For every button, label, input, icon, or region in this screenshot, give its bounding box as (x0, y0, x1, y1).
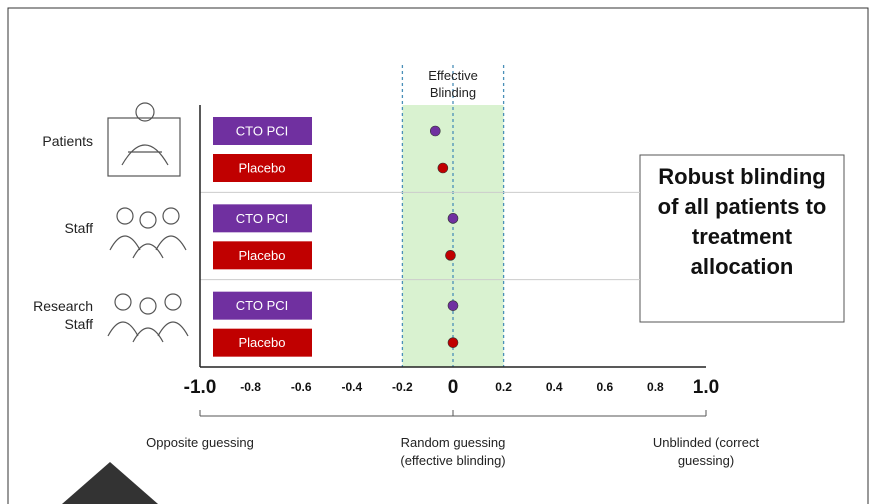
scale-label: Opposite guessing (145, 434, 255, 452)
legend-label: Placebo (239, 248, 286, 263)
group-label: Staff (15, 219, 93, 237)
legend-label: CTO PCI (236, 211, 289, 226)
x-tick-label: 0.8 (647, 380, 664, 394)
range-label: Effective Blinding (413, 67, 493, 101)
legend-label: CTO PCI (236, 123, 289, 138)
x-tick-label: -1.0 (184, 377, 217, 398)
x-tick-label: -0.2 (392, 380, 413, 394)
group-label: Patients (15, 132, 93, 150)
callout: Robust blinding of all patients to treat… (646, 162, 838, 282)
x-tick-label: -0.8 (240, 380, 261, 394)
legend-label: Placebo (239, 335, 286, 350)
x-tick-label: 0.6 (596, 380, 613, 394)
data-point (430, 126, 440, 136)
data-point (445, 250, 455, 260)
data-point (448, 301, 458, 311)
x-tick-label: 1.0 (693, 377, 719, 398)
corner-shape (62, 462, 158, 504)
x-tick-label: 0.2 (495, 380, 512, 394)
x-tick-label: -0.6 (291, 380, 312, 394)
scale-label: Unblinded (correct guessing) (631, 434, 781, 470)
x-tick-label: 0 (448, 377, 459, 398)
data-point (438, 163, 448, 173)
x-tick-label: -0.4 (341, 380, 362, 394)
scale-label: Random guessing (effective blinding) (373, 434, 533, 470)
staff-icon (110, 208, 186, 258)
patient-icon (108, 103, 180, 176)
page: -1.0 -0.8 -0.6 -0.4 -0.2 0 0.2 0.4 0.6 0.8 1.0 CTO … (0, 0, 875, 504)
legend-label: Placebo (239, 160, 286, 175)
legend-label: CTO PCI (236, 298, 289, 313)
x-tick-label: 0.4 (546, 380, 563, 394)
data-point (448, 213, 458, 223)
research-icon (108, 294, 188, 342)
data-point (448, 338, 458, 348)
group-label: Research Staff (15, 297, 93, 333)
